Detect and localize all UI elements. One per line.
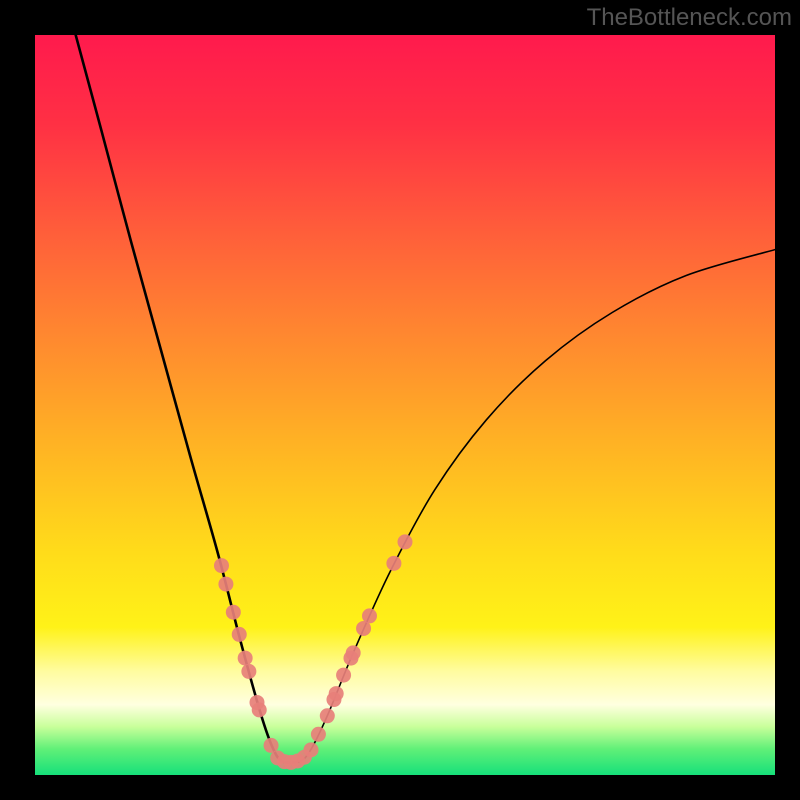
marker-point [329, 686, 344, 701]
watermark-text: TheBottleneck.com [587, 4, 792, 32]
marker-point [398, 534, 413, 549]
marker-point [226, 605, 241, 620]
figure-root: TheBottleneck.com [0, 0, 800, 800]
plot-background-gradient [35, 35, 775, 775]
marker-point [238, 651, 253, 666]
marker-point [362, 608, 377, 623]
plot-svg [0, 0, 800, 800]
marker-point [252, 702, 267, 717]
marker-point [241, 664, 256, 679]
marker-point [304, 742, 319, 757]
marker-point [218, 577, 233, 592]
marker-point [320, 708, 335, 723]
marker-point [311, 727, 326, 742]
marker-point [346, 645, 361, 660]
marker-point [336, 668, 351, 683]
marker-point [232, 627, 247, 642]
marker-point [214, 558, 229, 573]
marker-point [386, 556, 401, 571]
